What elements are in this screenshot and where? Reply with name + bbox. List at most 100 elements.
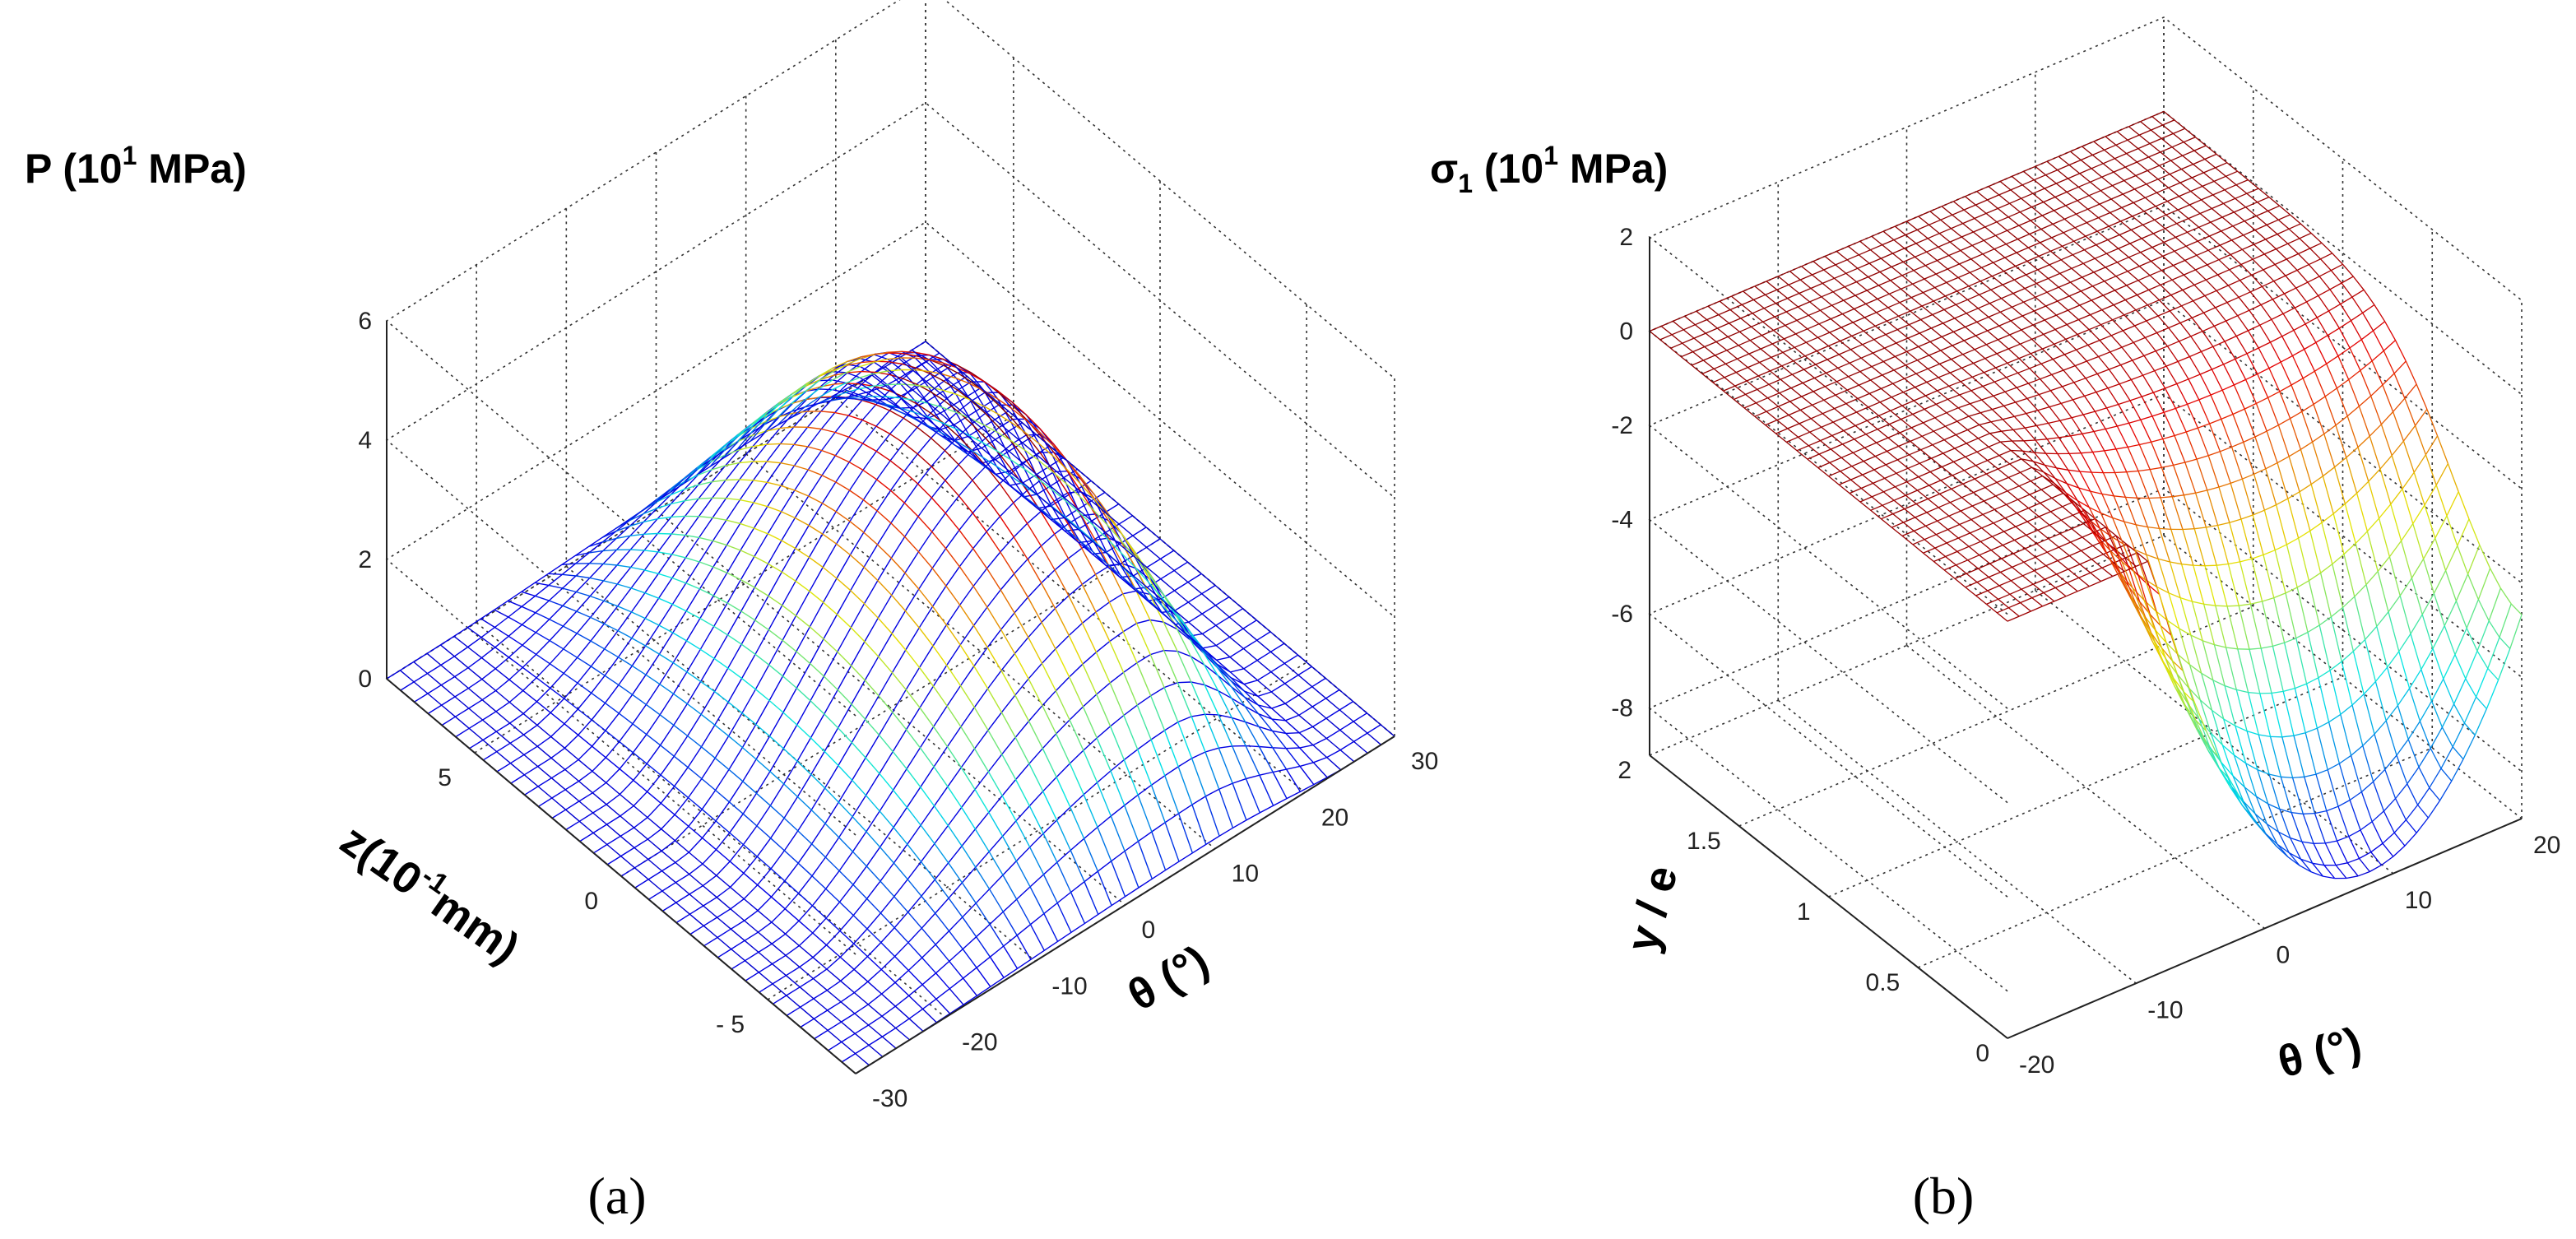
mesh-line-theta	[709, 450, 725, 467]
mesh-line-theta	[1729, 309, 1742, 319]
mesh-line-theta	[947, 825, 963, 847]
mesh-line-theta	[2142, 374, 2154, 393]
mesh-line-theta	[536, 701, 551, 713]
mesh-line-ye	[1960, 244, 1973, 252]
mesh-line-theta	[1684, 315, 1696, 326]
mesh-line-theta	[968, 454, 983, 466]
mesh-line-theta	[2026, 521, 2039, 531]
mesh-line-theta	[797, 862, 813, 877]
mesh-line-theta	[2021, 329, 2033, 340]
mesh-line-theta	[1217, 675, 1232, 699]
mesh-line-ye	[2199, 369, 2212, 375]
mesh-line-theta	[508, 701, 524, 714]
mesh-line-theta	[1890, 280, 1901, 290]
mesh-line-theta	[399, 670, 415, 683]
mesh-line-theta	[1000, 712, 1016, 738]
mesh-line-theta	[617, 583, 632, 589]
mesh-line-ye	[1988, 180, 2001, 188]
mesh-line-ye	[1864, 442, 1877, 448]
mesh-line-theta	[699, 588, 714, 596]
mesh-line-theta	[878, 656, 893, 674]
mesh-line-theta	[796, 760, 812, 775]
mesh-line-ye	[2062, 382, 2075, 387]
mesh-line-theta	[2070, 541, 2082, 551]
mesh-line-ye	[1660, 320, 1673, 327]
mesh-line-ye	[1920, 444, 1933, 451]
mesh-line-theta	[2216, 525, 2230, 564]
mesh-line-ye	[2137, 468, 2151, 472]
mesh-line-ye	[1754, 411, 1767, 417]
mesh-line-theta	[510, 763, 525, 776]
mesh-line-theta	[1106, 563, 1121, 576]
mesh-line-theta	[1068, 635, 1084, 665]
mesh-line-ye	[1899, 427, 1912, 434]
mesh-line-theta	[771, 943, 787, 956]
mesh-line-ye	[2010, 184, 2023, 191]
mesh-line-theta	[940, 429, 955, 442]
mesh-line-ye	[2032, 578, 2045, 585]
mesh-line-theta	[2272, 646, 2284, 692]
mesh-line-theta	[890, 490, 905, 503]
mesh-line-theta	[1135, 568, 1151, 595]
mesh-line-theta	[1092, 553, 1107, 567]
mesh-line-theta	[1079, 496, 1094, 511]
mesh-line-ye	[2337, 799, 2351, 807]
mesh-line-theta	[881, 1036, 897, 1049]
mesh-line-theta	[2307, 281, 2319, 296]
mesh-line-theta	[867, 981, 883, 995]
mesh-line-theta	[2499, 637, 2511, 649]
mesh-line-theta	[2251, 559, 2263, 602]
mesh-line-ye	[1907, 332, 1920, 339]
mesh-line-theta	[2162, 439, 2175, 466]
mesh-line-theta	[1299, 747, 1314, 763]
mesh-line-ye	[2015, 521, 2028, 527]
mesh-line-ye	[2156, 187, 2169, 193]
mesh-line-theta	[1037, 459, 1053, 472]
mesh-line-theta	[1759, 361, 1771, 372]
mesh-line-theta	[2128, 587, 2141, 602]
mesh-line-ye	[2191, 172, 2204, 179]
mesh-line-ye	[1856, 406, 1869, 413]
mesh-line-theta	[1164, 822, 1180, 862]
mesh-line-theta	[1056, 861, 1072, 893]
mesh-line-ye	[1898, 310, 1911, 317]
mesh-line-theta	[1984, 486, 1997, 497]
mesh-line-theta	[809, 556, 824, 568]
mesh-line-ye	[2128, 587, 2142, 616]
mesh-line-theta	[2378, 517, 2391, 557]
mesh-line-theta	[1949, 372, 1961, 383]
mesh-line-theta	[1782, 351, 1794, 362]
mesh-line-ye	[2037, 264, 2050, 271]
mesh-line-theta	[2226, 302, 2239, 317]
mesh-line-ye	[2123, 565, 2137, 573]
mesh-line-theta	[1339, 729, 1354, 742]
mesh-line-theta	[960, 726, 976, 749]
mesh-line-ye	[1956, 415, 1970, 422]
mesh-line-theta	[2002, 284, 2014, 295]
mesh-line-theta	[1982, 513, 1994, 524]
mesh-line-theta	[945, 480, 960, 497]
mesh-line-ye	[1971, 239, 1984, 246]
mesh-line-theta	[839, 901, 854, 916]
mesh-line-theta	[592, 770, 607, 783]
mesh-line-theta	[1122, 631, 1138, 663]
mesh-line-ye	[2324, 387, 2337, 397]
mesh-line-ye	[2050, 506, 2063, 513]
mesh-line-ye	[1966, 308, 1979, 314]
mesh-line-theta	[2014, 539, 2026, 550]
mesh-line-theta	[2163, 664, 2175, 687]
mesh-line-theta	[564, 747, 579, 760]
mesh-line-ye	[1924, 534, 1937, 541]
mesh-line-ye	[2256, 796, 2269, 805]
mesh-line-ye	[1745, 388, 1758, 395]
mesh-line-theta	[736, 426, 752, 443]
mesh-line-theta	[920, 824, 935, 844]
mesh-line-theta	[508, 616, 522, 625]
mesh-line-ye	[2154, 365, 2167, 372]
mesh-line-ye	[2017, 508, 2029, 514]
mesh-line-ye	[2023, 296, 2036, 303]
mesh-line-ye	[2015, 397, 2028, 403]
mesh-line-theta	[968, 448, 983, 458]
mesh-line-theta	[1760, 348, 1772, 358]
mesh-line-theta	[2105, 429, 2117, 450]
